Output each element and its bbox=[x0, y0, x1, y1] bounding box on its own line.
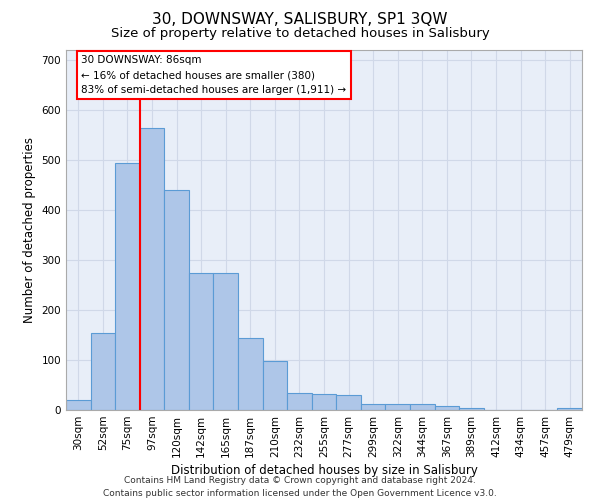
Bar bbox=[115, 162, 140, 410]
Text: 30 DOWNSWAY: 86sqm
← 16% of detached houses are smaller (380)
83% of semi-detach: 30 DOWNSWAY: 86sqm ← 16% of detached hou… bbox=[82, 56, 347, 95]
Bar bbox=[140, 128, 164, 410]
Bar bbox=[91, 332, 115, 410]
Bar bbox=[312, 394, 336, 410]
Bar bbox=[263, 361, 287, 410]
Bar bbox=[189, 272, 214, 410]
Bar bbox=[238, 338, 263, 410]
Bar bbox=[361, 404, 385, 410]
Text: 30, DOWNSWAY, SALISBURY, SP1 3QW: 30, DOWNSWAY, SALISBURY, SP1 3QW bbox=[152, 12, 448, 28]
Bar bbox=[66, 400, 91, 410]
Bar bbox=[557, 408, 582, 410]
Bar bbox=[385, 404, 410, 410]
Y-axis label: Number of detached properties: Number of detached properties bbox=[23, 137, 36, 323]
Bar bbox=[336, 395, 361, 410]
Bar bbox=[410, 404, 434, 410]
Bar bbox=[214, 272, 238, 410]
Text: Size of property relative to detached houses in Salisbury: Size of property relative to detached ho… bbox=[110, 28, 490, 40]
Bar bbox=[164, 190, 189, 410]
Bar bbox=[459, 408, 484, 410]
X-axis label: Distribution of detached houses by size in Salisbury: Distribution of detached houses by size … bbox=[170, 464, 478, 477]
Text: Contains HM Land Registry data © Crown copyright and database right 2024.
Contai: Contains HM Land Registry data © Crown c… bbox=[103, 476, 497, 498]
Bar bbox=[287, 392, 312, 410]
Bar bbox=[434, 406, 459, 410]
